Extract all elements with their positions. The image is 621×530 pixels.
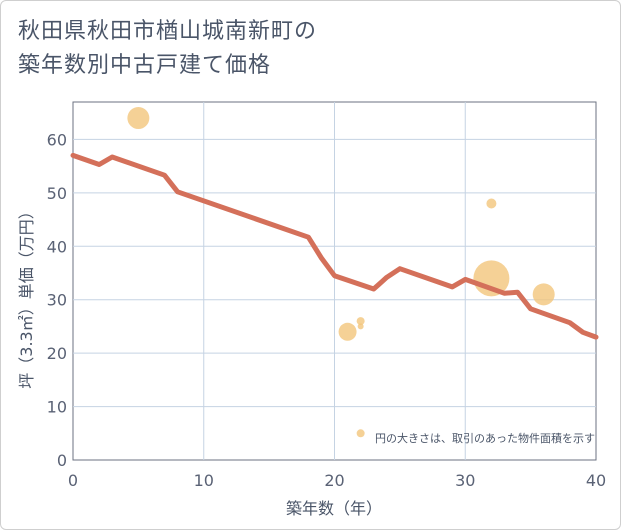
scatter-point (532, 283, 555, 306)
scatter-point (357, 323, 364, 330)
title-line-1: 秋田県秋田市楢山城南新町の (18, 19, 318, 44)
scatter-point (127, 107, 150, 130)
y-axis-title: 坪（3.3㎡）単価（万円） (17, 203, 36, 388)
scatter-point (486, 198, 497, 209)
axis-ticks: 0 10 20 30 40 0 10 20 30 40 50 60 (47, 130, 607, 490)
y-tick-label: 50 (47, 184, 67, 203)
scatter-point (356, 317, 365, 326)
x-tick-label: 10 (194, 471, 214, 490)
size-note: 円の大きさは、取引のあった物件面積を示す (375, 431, 595, 445)
y-tick-label: 0 (57, 451, 67, 470)
line-layer (70, 152, 599, 340)
y-tick-label: 30 (47, 291, 67, 310)
scatter-point (356, 429, 365, 438)
chart-title: 秋田県秋田市楢山城南新町の 築年数別中古戸建て価格 (18, 15, 317, 83)
y-tick-label: 60 (47, 130, 67, 149)
y-tick-label: 10 (47, 398, 67, 417)
x-axis-title: 築年数（年） (286, 499, 382, 518)
x-tick-label: 40 (586, 471, 606, 490)
x-tick-label: 0 (68, 471, 78, 490)
y-tick-label: 20 (47, 344, 67, 363)
y-tick-label: 40 (47, 237, 67, 256)
grid-lines (73, 102, 596, 460)
title-line-2: 築年数別中古戸建て価格 (18, 53, 272, 78)
x-tick-label: 20 (324, 471, 344, 490)
trend-line (70, 152, 599, 340)
scatter-point (338, 322, 357, 341)
x-tick-label: 30 (455, 471, 475, 490)
